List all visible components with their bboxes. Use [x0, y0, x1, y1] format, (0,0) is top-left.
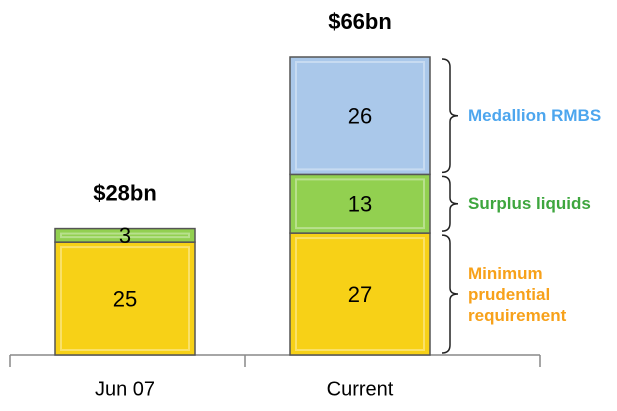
total-label: $66bn [328, 9, 392, 34]
bar-segment [289, 173, 431, 234]
total-label: $28bn [93, 180, 157, 205]
legend-label: Medallion RMBS [468, 106, 602, 126]
value-label: 3 [119, 223, 131, 248]
x-tick-label: Current [327, 378, 394, 400]
value-label: 26 [348, 104, 372, 129]
brace [441, 58, 459, 174]
bar-bevel [295, 61, 425, 171]
legend-label: Minimum prudential requirement [468, 263, 567, 325]
bar-bevel [60, 232, 190, 239]
bar-bevel [60, 246, 190, 351]
bar-segment [54, 227, 196, 243]
bar-bevel [295, 178, 425, 230]
brace [441, 175, 459, 232]
bar-segment [54, 241, 196, 356]
bar-bevel [295, 237, 425, 351]
value-label: 25 [113, 286, 137, 311]
brace [441, 234, 459, 354]
value-label: 27 [348, 282, 372, 307]
x-tick-label: Jun 07 [95, 378, 155, 400]
value-label: 13 [348, 192, 372, 217]
legend-label: Surplus liquids [468, 194, 591, 214]
bar-segment [289, 56, 431, 176]
